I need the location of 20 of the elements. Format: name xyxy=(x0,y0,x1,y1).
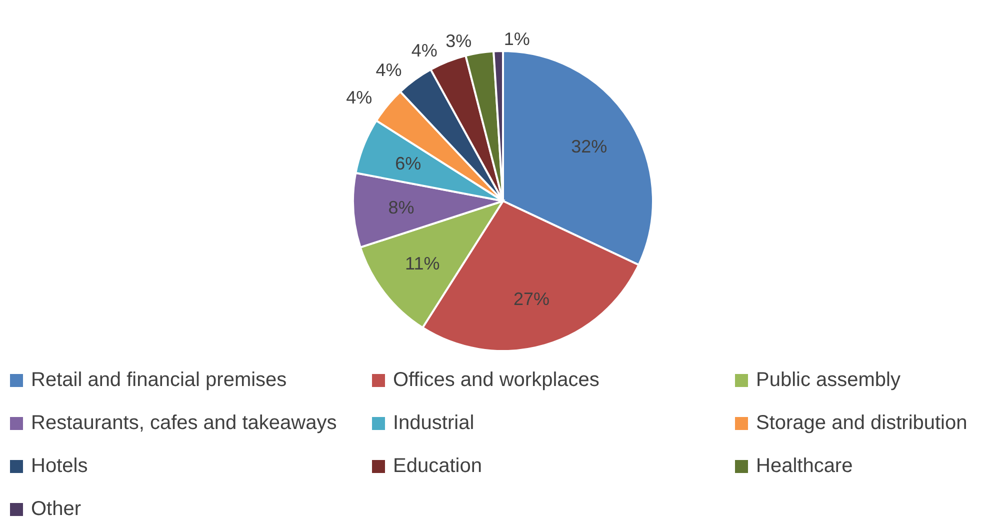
data-label: 6% xyxy=(395,153,422,174)
legend-label: Education xyxy=(393,455,482,478)
legend-label: Hotels xyxy=(31,455,88,478)
legend-label: Other xyxy=(31,498,82,521)
legend-label: Retail and financial premises xyxy=(31,369,287,392)
legend-label: Storage and distribution xyxy=(756,412,968,435)
data-label: 32% xyxy=(571,136,608,156)
data-label: 27% xyxy=(513,288,550,309)
legend-label: Public assembly xyxy=(756,369,901,392)
data-label: 3% xyxy=(446,30,472,51)
legend-label: Restaurants, cafes and takeaways xyxy=(31,412,337,435)
data-label: 4% xyxy=(346,88,372,108)
data-label: 1% xyxy=(504,29,530,50)
data-label: 8% xyxy=(388,197,414,218)
data-label: 11% xyxy=(405,254,440,274)
legend-label: Offices and workplaces xyxy=(393,369,600,392)
legend-label: Industrial xyxy=(393,412,474,435)
data-label: 4% xyxy=(376,60,402,80)
legend-label: Healthcare xyxy=(756,455,853,478)
data-label: 4% xyxy=(411,40,438,60)
